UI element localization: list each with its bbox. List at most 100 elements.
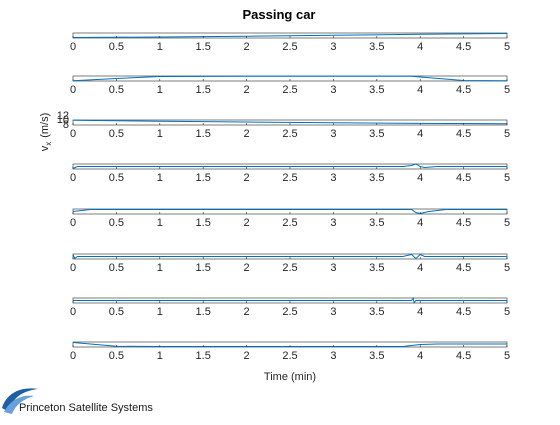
brand-text: Princeton Satellite Systems: [19, 402, 153, 414]
panel-6: 0 0.5 1 1.5 2 2.5 3 3.5 4 4.5 5: [70, 253, 510, 274]
panel-7-x-tick-label: 1: [157, 306, 163, 318]
panel-6-x-tick-label: 1.5: [196, 262, 211, 274]
panel-8-x-tick-label: 2: [244, 350, 250, 362]
panel-4-x-tick-label: 0.5: [109, 172, 124, 184]
panel-3-x-tick-label: 0: [70, 128, 76, 140]
panel-4-x-tick-label: 3: [330, 172, 336, 184]
panel-8-x-tick-label: 0: [70, 350, 76, 362]
panel-4-x-tick-label: 4.5: [456, 172, 471, 184]
panel-7-x-tick-label: 0.5: [109, 306, 124, 318]
panel-7-x-tick-label: 2: [244, 306, 250, 318]
panel-6-series-line: [72, 253, 507, 260]
panel-5-x-tick-label: 1: [157, 217, 163, 229]
panel-7-x-tick-label: 5: [504, 306, 510, 318]
panel-6-x-tick-label: 2: [244, 262, 250, 274]
panel-7-x-tick-label: 0: [70, 306, 76, 318]
panel-3-x-tick-label: 2.5: [282, 128, 297, 140]
panel-2-x-tick-label: 1.5: [196, 84, 211, 96]
panel-3-x-tick-label: 4: [417, 128, 423, 140]
panel-8-x-tick-label: 2.5: [282, 350, 297, 362]
panel-4-x-tick-label: 1.5: [196, 172, 211, 184]
panel-5-x-tick-label: 4.5: [456, 217, 471, 229]
panel-5-x-tick-label: 2: [244, 217, 250, 229]
panel-8-x-tick-label: 4: [417, 350, 423, 362]
y-axis-label-main: v: [39, 145, 51, 151]
panel-2-x-tick-label: 4.5: [456, 84, 471, 96]
panel-1-x-tick-label: 5: [504, 41, 510, 53]
panel-8-x-tick-label: 1.5: [196, 350, 211, 362]
panel-8-x-tick-label: 3: [330, 350, 336, 362]
panel-2-x-tick-label: 4: [417, 84, 423, 96]
panel-5-x-tick-label: 1.5: [196, 217, 211, 229]
panel-1-x-tick-label: 2.5: [282, 41, 297, 53]
panel-1-x-tick-label: 0: [70, 41, 76, 53]
panel-3-y-tick-label: 10: [57, 114, 69, 126]
panel-3-x-tick-label: 3.5: [369, 128, 384, 140]
panel-2-x-tick-label: 2.5: [282, 84, 297, 96]
panel-7-series-line: [73, 297, 507, 304]
brand-swoosh-accent-icon: [4, 395, 34, 414]
panel-3-x-tick-label: 3: [330, 128, 336, 140]
panel-7-x-tick-label: 1.5: [196, 306, 211, 318]
panel-5-x-tick-label: 2.5: [282, 217, 297, 229]
panel-7-x-tick-label: 4: [417, 306, 423, 318]
brand-logo: Princeton Satellite Systems: [2, 388, 153, 414]
panel-8-x-tick-label: 4.5: [456, 350, 471, 362]
panel-4-x-tick-label: 2: [244, 172, 250, 184]
panel-6-x-tick-label: 3: [330, 262, 336, 274]
panel-4-x-tick-label: 2.5: [282, 172, 297, 184]
panel-4-x-tick-label: 3.5: [369, 172, 384, 184]
panel-4: 0 0.5 1 1.5 2 2.5 3 3.5 4 4.5 5: [70, 163, 510, 184]
panel-4-x-tick-label: 0: [70, 172, 76, 184]
panel-5-series-line: [72, 209, 507, 215]
panel-7-x-tick-label: 4.5: [456, 306, 471, 318]
panel-6-x-tick-label: 3.5: [369, 262, 384, 274]
y-axis-label-unit: (m/s): [39, 113, 51, 138]
panel-8-x-tick-label: 1: [157, 350, 163, 362]
panel-2-x-tick-label: 2: [244, 84, 250, 96]
panel-1-x-tick-label: 1.5: [196, 41, 211, 53]
panel-1-x-tick-label: 3: [330, 41, 336, 53]
panel-8-series-line: [72, 342, 507, 347]
panel-3-x-tick-label: 1: [157, 128, 163, 140]
panel-1-series-line: [72, 33, 508, 38]
panel-3-x-tick-label: 5: [504, 128, 510, 140]
panel-2-x-tick-label: 3: [330, 84, 336, 96]
panel-2-x-tick-label: 3.5: [369, 84, 384, 96]
panel-6-x-tick-label: 0: [70, 262, 76, 274]
panel-4-series-line: [72, 163, 507, 169]
panel-3-y-tick-label: 12: [57, 110, 69, 122]
panel-3-x-tick-label: 1.5: [196, 128, 211, 140]
panel-3-x-tick-label: 2: [244, 128, 250, 140]
panel-4-x-tick-label: 5: [504, 172, 510, 184]
panel-2-series-line: [72, 75, 508, 82]
panel-7-x-tick-label: 2.5: [282, 306, 297, 318]
panel-3-y-tick-label: 8: [63, 119, 69, 131]
panel-4-x-tick-label: 4: [417, 172, 423, 184]
panel-2-x-tick-label: 0: [70, 84, 76, 96]
panel-6-x-tick-label: 4.5: [456, 262, 471, 274]
panel-1-x-tick-label: 4: [417, 41, 423, 53]
panel-3-x-tick-label: 4.5: [456, 128, 471, 140]
panel-8-x-tick-label: 5: [504, 350, 510, 362]
panel-8-x-tick-label: 3.5: [369, 350, 384, 362]
panel-7-x-tick-label: 3.5: [369, 306, 384, 318]
y-axis-label-sub: x: [44, 142, 53, 146]
panel-8: 0 0.5 1 1.5 2 2.5 3 3.5 4 4.5 5: [70, 341, 510, 362]
chart-title: Passing car: [243, 7, 316, 22]
panel-8-x-tick-label: 0.5: [109, 350, 124, 362]
panel-3-series-line: [72, 119, 508, 125]
panel-3-x-tick-label: 0.5: [109, 128, 124, 140]
panel-5-x-tick-label: 5: [504, 217, 510, 229]
panel-1-x-tick-label: 0.5: [109, 41, 124, 53]
panel-1-x-tick-label: 2: [244, 41, 250, 53]
x-axis-label: Time (min): [264, 371, 316, 383]
panel-5: 0 0.5 1 1.5 2 2.5 3 3.5 4 4.5 5: [70, 208, 510, 229]
panel-6-x-tick-label: 1: [157, 262, 163, 274]
panel-5-x-tick-label: 3: [330, 217, 336, 229]
svg-text:vx(m/s): vx (m/s): [39, 113, 53, 152]
panel-2-x-tick-label: 1: [157, 84, 163, 96]
panel-4-x-tick-label: 1: [157, 172, 163, 184]
